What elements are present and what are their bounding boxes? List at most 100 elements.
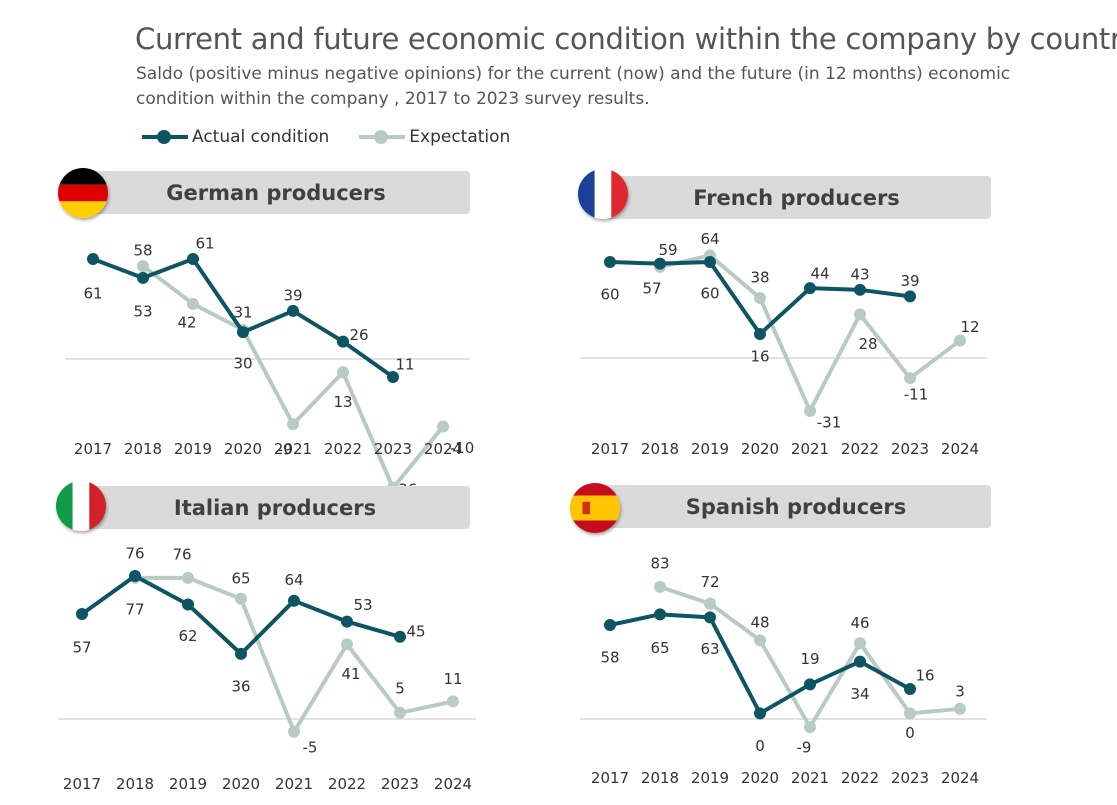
panel-title-spanish: Spanish producers	[685, 494, 907, 519]
panel-header-italian: Italian producers	[80, 486, 470, 529]
expectation-point-2022	[854, 308, 866, 321]
expectation-data-label-2019: 72	[700, 573, 719, 591]
actual-point-2022	[337, 335, 349, 348]
x-tick-label-2022: 2022	[328, 775, 366, 793]
actual-data-label-2023: 45	[406, 622, 425, 640]
actual-data-label-2022: 34	[850, 685, 869, 703]
actual-data-label-2017: 60	[600, 286, 619, 304]
page-subtitle: Saldo (positive minus negative opinions)…	[136, 64, 1011, 109]
actual-data-label-2023: 39	[900, 272, 919, 290]
x-tick-label-2024: 2024	[941, 440, 979, 458]
actual-data-label-2019: 60	[700, 285, 719, 303]
actual-data-label-2023: 16	[915, 667, 934, 685]
expectation-data-label-2024: 12	[960, 318, 979, 336]
actual-data-label-2023: 11	[395, 356, 414, 374]
legend-swatch-expectation	[359, 130, 406, 144]
actual-data-label-2018: 65	[650, 639, 669, 657]
expectation-point-2019	[704, 597, 716, 610]
actual-point-2018	[129, 570, 141, 582]
actual-point-2020	[754, 328, 766, 340]
legend-swatch-actual	[142, 130, 188, 144]
expectation-point-2018	[654, 580, 666, 593]
x-tick-label-2022: 2022	[324, 440, 362, 458]
actual-point-2023	[904, 290, 916, 303]
x-tick-label-2017: 2017	[74, 440, 112, 458]
x-tick-label-2024: 2024	[941, 769, 979, 787]
expectation-point-2018	[137, 260, 149, 273]
x-tick-label-2019: 2019	[691, 769, 729, 787]
actual-point-2017	[76, 608, 88, 620]
expectation-point-2021	[804, 404, 816, 417]
expectation-point-2019	[182, 571, 194, 584]
actual-data-label-2020: 0	[755, 737, 765, 755]
expectation-point-2020	[754, 292, 766, 304]
expectation-data-label-2020: 65	[231, 569, 250, 587]
actual-data-label-2021: 39	[283, 286, 302, 304]
expectation-data-label-2018: 58	[133, 242, 152, 260]
actual-point-2020	[237, 326, 249, 339]
expectation-point-2020	[235, 592, 247, 605]
panel-title-italian: Italian producers	[173, 495, 377, 520]
actual-point-2023	[387, 371, 399, 383]
expectation-data-label-2023: 5	[395, 679, 405, 697]
actual-point-2018	[654, 608, 666, 621]
panel-french: French producers 60 59 60 16 44 43 39 57 64 38 -31…	[515, 160, 995, 490]
panel-title-german: German producers	[166, 180, 386, 205]
panel-header-german: German producers	[82, 171, 470, 214]
germany-flag-icon	[58, 168, 108, 218]
legend-item-expectation: Expectation	[359, 127, 510, 147]
actual-point-2022	[854, 655, 866, 668]
expectation-data-label-2022: 46	[850, 614, 869, 632]
actual-data-label-2020: 36	[231, 677, 250, 695]
expectation-point-2023	[904, 372, 916, 385]
actual-point-2021	[287, 304, 299, 317]
x-tick-label-2021: 2021	[791, 769, 829, 787]
expectation-data-label-2019: 42	[177, 313, 196, 331]
expectation-point-2020	[754, 634, 766, 647]
legend-label-expectation: Expectation	[409, 127, 511, 147]
actual-data-label-2020: 16	[750, 348, 769, 366]
expectation-point-2024	[447, 695, 459, 708]
expectation-data-label-2018: 57	[642, 279, 661, 297]
x-tick-label-2023: 2023	[891, 440, 929, 458]
spain-flag-icon	[570, 483, 620, 533]
x-tick-label-2024: 2024	[424, 440, 462, 458]
x-tick-label-2018: 2018	[124, 440, 162, 458]
actual-data-label-2021: 44	[810, 265, 829, 283]
x-tick-label-2017: 2017	[591, 769, 629, 787]
expectation-data-label-2018: 76	[125, 544, 144, 562]
actual-data-label-2019: 61	[195, 235, 214, 253]
actual-data-label-2018: 59	[658, 241, 677, 259]
actual-data-label-2019: 62	[178, 627, 197, 645]
actual-point-2019	[187, 253, 199, 265]
actual-data-label-2019: 63	[700, 640, 719, 658]
expectation-data-label-2020: 48	[750, 614, 769, 632]
actual-data-label-2018: 53	[133, 302, 152, 320]
expectation-data-label-2020: 31	[233, 303, 252, 321]
actual-point-2023	[904, 683, 916, 695]
legend-item-actual: Actual condition	[142, 127, 329, 147]
actual-point-2020	[235, 647, 247, 660]
x-tick-label-2023: 2023	[891, 769, 929, 787]
expectation-point-2021	[288, 725, 300, 738]
expectation-point-2021	[287, 418, 299, 431]
actual-data-label-2022: 43	[850, 265, 869, 283]
actual-point-2022	[854, 283, 866, 296]
expectation-data-label-2024: 3	[955, 682, 965, 700]
actual-point-2019	[182, 598, 194, 611]
x-tick-label-2019: 2019	[691, 440, 729, 458]
expectation-point-2021	[804, 721, 816, 734]
x-tick-label-2020: 2020	[224, 440, 262, 458]
expectation-point-2024	[437, 420, 449, 433]
x-tick-label-2020: 2020	[741, 440, 779, 458]
x-tick-label-2019: 2019	[174, 440, 212, 458]
expectation-data-label-2019: 76	[172, 545, 191, 563]
actual-data-label-2021: 19	[800, 650, 819, 668]
actual-data-label-2021: 64	[284, 571, 303, 589]
expectation-data-label-2023: 0	[905, 724, 915, 742]
x-tick-label-2018: 2018	[116, 775, 154, 793]
page-title: Current and future economic condition wi…	[135, 22, 1117, 56]
panel-italian: Italian producers 57 77 62 36 64 53 45 76 76 65 -5…	[0, 475, 480, 805]
x-tick-label-2018: 2018	[641, 440, 679, 458]
actual-data-label-2017: 58	[600, 649, 619, 667]
